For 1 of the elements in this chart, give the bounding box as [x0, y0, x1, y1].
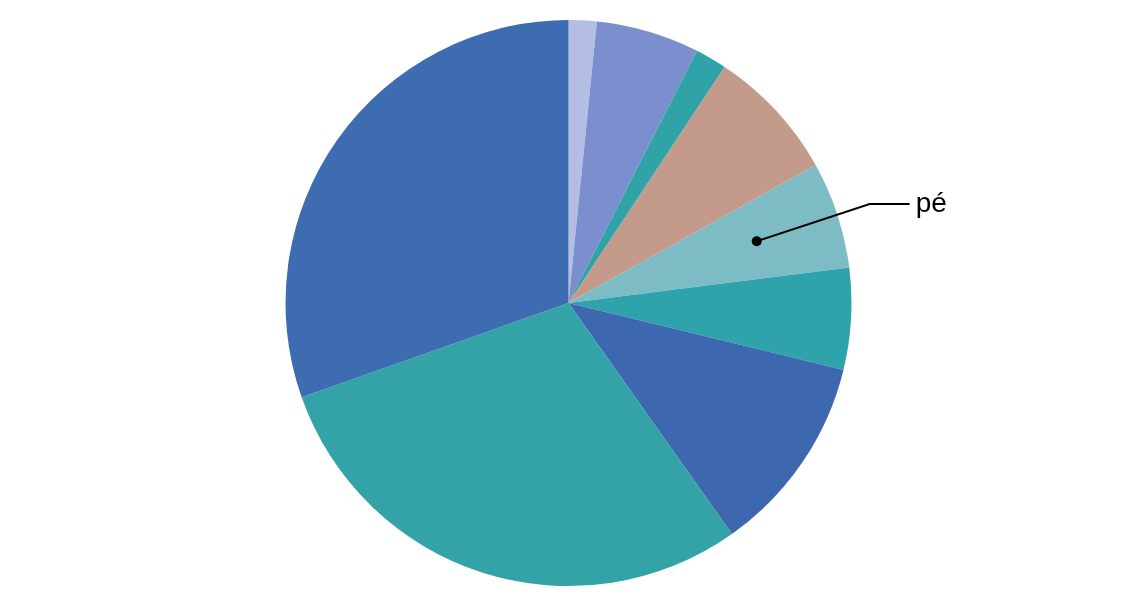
slice-label: pé	[915, 186, 947, 218]
